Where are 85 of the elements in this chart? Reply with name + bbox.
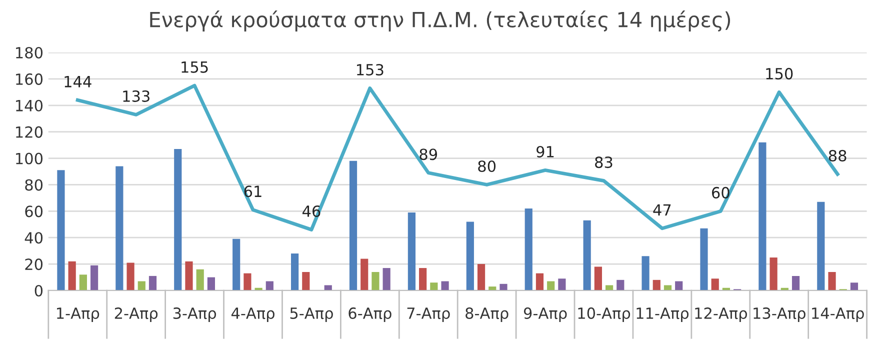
bar bbox=[441, 281, 449, 290]
data-label: 150 bbox=[766, 68, 793, 80]
bar bbox=[126, 262, 134, 290]
bar bbox=[79, 274, 87, 290]
x-tick-label: 6-Απρ bbox=[348, 307, 392, 322]
bar bbox=[116, 166, 124, 290]
x-tick-label: 12-Απρ bbox=[695, 307, 747, 322]
data-label: 133 bbox=[123, 90, 150, 102]
y-tick-label: 100 bbox=[16, 152, 43, 164]
bar bbox=[466, 222, 474, 290]
y-tick-label: 120 bbox=[16, 126, 43, 138]
bar bbox=[711, 278, 719, 290]
y-tick-label: 0 bbox=[34, 284, 43, 297]
x-tick-label: 13-Απρ bbox=[754, 307, 806, 322]
data-label: 91 bbox=[536, 146, 554, 158]
data-label: 47 bbox=[653, 204, 671, 216]
x-tick-label: 8-Απρ bbox=[466, 307, 508, 322]
bar bbox=[594, 266, 602, 290]
y-tick-label: 20 bbox=[25, 258, 43, 270]
data-label: 144 bbox=[64, 76, 92, 88]
bar bbox=[430, 282, 438, 290]
bar bbox=[148, 276, 157, 290]
bar bbox=[174, 149, 182, 290]
bar bbox=[185, 261, 193, 290]
bar bbox=[652, 280, 660, 290]
bar bbox=[500, 284, 508, 290]
bar bbox=[605, 285, 614, 290]
data-label: 155 bbox=[182, 62, 208, 73]
bar bbox=[664, 285, 672, 290]
bar bbox=[616, 280, 624, 290]
bar bbox=[290, 253, 299, 290]
bar bbox=[558, 278, 566, 290]
x-tick-label: 4-Απρ bbox=[231, 308, 274, 322]
y-tick-label: 40 bbox=[24, 232, 43, 244]
bar bbox=[850, 282, 858, 290]
bar bbox=[675, 281, 683, 290]
x-tick-label: 5-Απρ bbox=[290, 308, 333, 322]
data-label: 80 bbox=[478, 160, 496, 172]
y-tick-label: 80 bbox=[25, 179, 43, 191]
data-label: 88 bbox=[828, 150, 846, 162]
bar bbox=[524, 208, 532, 290]
bar bbox=[207, 277, 216, 290]
x-tick-label: 14-Απρ bbox=[812, 308, 864, 322]
bar bbox=[244, 273, 252, 290]
bar bbox=[770, 257, 778, 290]
bar bbox=[408, 212, 416, 290]
bar bbox=[758, 142, 766, 290]
x-tick-label: 11-Απρ bbox=[636, 308, 689, 322]
bar bbox=[382, 268, 390, 290]
bar bbox=[57, 170, 65, 290]
bar bbox=[232, 238, 240, 290]
bar bbox=[372, 272, 380, 290]
y-tick-label: 180 bbox=[16, 46, 43, 59]
y-tick-label: 160 bbox=[16, 73, 43, 85]
bar bbox=[828, 272, 836, 290]
bar bbox=[817, 202, 825, 290]
bar bbox=[68, 261, 76, 290]
bar bbox=[536, 273, 544, 290]
data-label: 89 bbox=[420, 148, 438, 160]
data-label: 153 bbox=[357, 64, 384, 76]
bar bbox=[792, 276, 800, 290]
x-tick-label: 1-Απρ bbox=[57, 308, 100, 322]
bar bbox=[360, 258, 368, 290]
bar bbox=[90, 265, 98, 290]
bar bbox=[138, 281, 146, 290]
bar bbox=[349, 160, 358, 290]
bar bbox=[196, 269, 204, 290]
bar bbox=[642, 256, 650, 290]
bar bbox=[419, 268, 427, 290]
x-tick-label: 7-Απρ bbox=[407, 308, 450, 322]
bar bbox=[302, 272, 310, 290]
bar bbox=[324, 285, 332, 290]
bar bbox=[583, 220, 591, 290]
y-tick-label: 140 bbox=[16, 100, 43, 112]
x-tick-label: 3-Απρ bbox=[173, 307, 216, 322]
bar bbox=[477, 264, 486, 290]
bar bbox=[700, 228, 708, 290]
x-tick-label: 10-Απρ bbox=[578, 307, 630, 322]
x-tick-label: 9-Απρ bbox=[524, 307, 567, 322]
bar bbox=[266, 281, 274, 290]
chart-title: Ενεργά κρούσματα στην Π.Δ.Μ. (τελευταίες 14 ημέρες) bbox=[150, 10, 730, 32]
y-tick-label: 60 bbox=[25, 206, 43, 218]
x-tick-label: 2-Απρ bbox=[114, 307, 158, 322]
bar bbox=[547, 281, 555, 290]
data-label: 83 bbox=[595, 156, 612, 168]
